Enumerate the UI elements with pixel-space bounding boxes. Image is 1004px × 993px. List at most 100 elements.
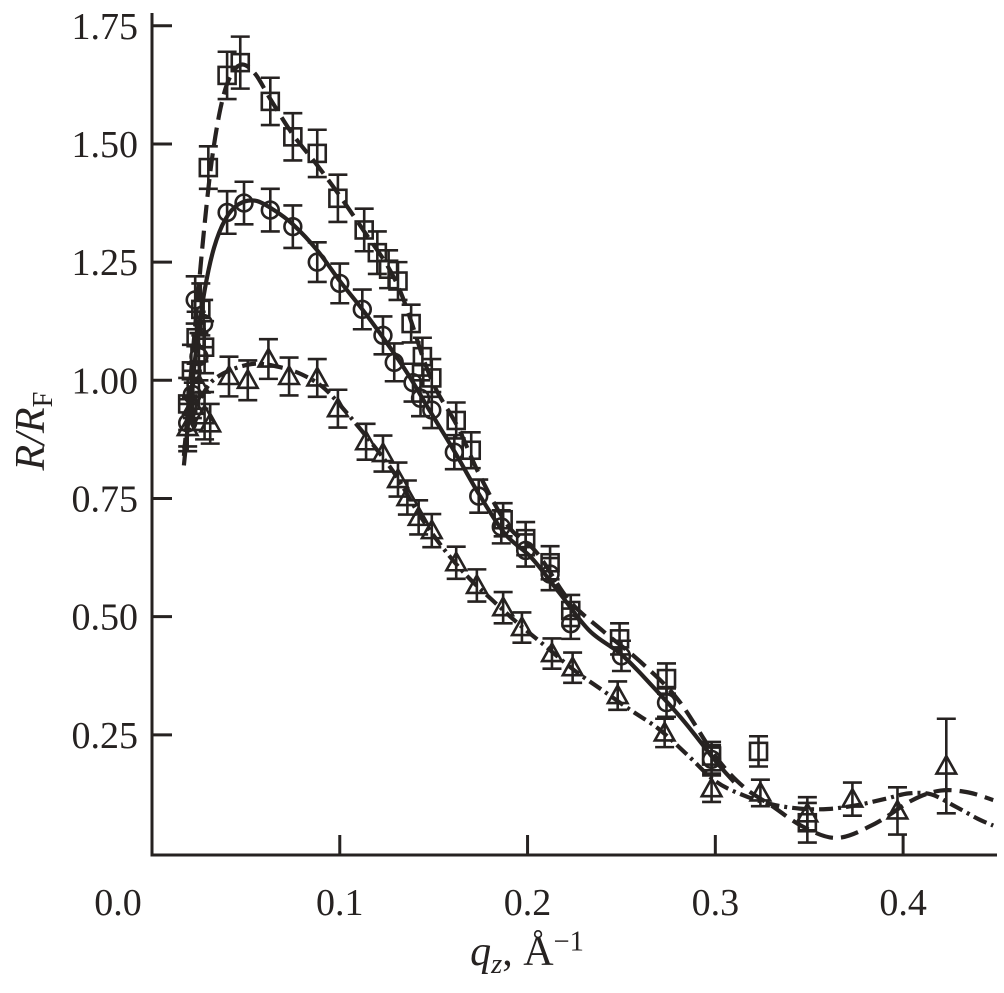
- y-tick-label: 0.50: [72, 597, 139, 639]
- square-marker: [283, 127, 303, 147]
- triangle-marker: [885, 798, 910, 820]
- y-tick-label: 1.50: [72, 124, 139, 166]
- circle-marker: [352, 299, 373, 320]
- square-marker: [198, 157, 219, 178]
- triangle-marker: [216, 363, 242, 386]
- triangle-marker: [175, 414, 200, 437]
- markers-triangles: [175, 346, 959, 823]
- circle-marker: [444, 442, 465, 462]
- triangle-marker: [186, 372, 211, 394]
- triangle-marker: [748, 780, 773, 802]
- triangle-marker: [406, 504, 431, 527]
- triangle-marker: [840, 786, 865, 808]
- x-tick-label: 0.1: [316, 882, 364, 924]
- square-marker: [230, 52, 251, 73]
- square-marker: [748, 741, 769, 762]
- triangle-marker: [354, 429, 379, 451]
- x-tick-label: 0.3: [692, 882, 740, 924]
- square-marker: [560, 600, 581, 621]
- error-bars-squares: [178, 35, 817, 844]
- square-marker: [328, 188, 348, 209]
- x-tick-label: 0.2: [504, 882, 552, 924]
- square-marker: [493, 509, 513, 530]
- triangle-marker: [256, 346, 281, 368]
- triangle-marker: [560, 655, 585, 677]
- square-marker: [194, 337, 215, 358]
- triangle-marker: [699, 776, 724, 798]
- fit-path-triangles: [181, 361, 995, 828]
- circle-marker: [193, 313, 214, 334]
- circle-marker: [611, 646, 632, 666]
- circle-marker: [217, 202, 237, 223]
- triangle-marker: [444, 550, 469, 572]
- square-marker: [307, 143, 328, 164]
- square-marker: [656, 668, 677, 689]
- triangle-marker: [235, 367, 260, 390]
- square-marker: [260, 91, 281, 112]
- triangle-marker: [509, 614, 534, 637]
- x-axis-title-var: q: [470, 929, 492, 975]
- triangle-marker: [305, 365, 330, 387]
- square-marker: [540, 552, 560, 573]
- x-tick-label: 0.4: [879, 882, 927, 924]
- triangle-marker: [491, 595, 516, 617]
- triangle-marker: [652, 720, 677, 742]
- triangle-marker: [934, 753, 959, 775]
- square-marker: [446, 410, 467, 431]
- circle-marker: [185, 290, 205, 310]
- triangle-marker: [795, 801, 820, 823]
- square-marker: [388, 271, 408, 291]
- y-tick-label: 0.25: [72, 715, 139, 757]
- tick-labels: 0.25 0.50 0.75 1.00 1.25 1.50 1.75 0.0 0.1 0.2 0.3…: [72, 6, 927, 924]
- x-tick-label: 0.0: [94, 882, 142, 924]
- triangle-marker: [370, 440, 395, 463]
- markers-circles: [177, 193, 722, 770]
- square-marker: [401, 313, 421, 334]
- y-axis-title: R/RF: [7, 331, 59, 531]
- circle-marker: [384, 352, 404, 373]
- square-marker: [354, 220, 374, 240]
- circle-marker: [469, 486, 489, 506]
- square-marker: [421, 368, 442, 388]
- triangle-marker: [385, 466, 411, 489]
- square-marker: [412, 346, 433, 367]
- circle-marker: [656, 692, 677, 713]
- x-axis-title-sup: −1: [553, 926, 584, 958]
- y-tick-label: 1.25: [72, 242, 139, 284]
- triangle-marker: [325, 395, 350, 418]
- axis-ticks: [152, 24, 905, 855]
- triangle-marker: [198, 411, 223, 433]
- circle-marker: [189, 346, 209, 367]
- fit-path-squares: [181, 62, 994, 841]
- fit-curve-triangles: [181, 361, 995, 828]
- circle-marker: [410, 388, 431, 408]
- circle-marker: [701, 749, 722, 770]
- triangle-marker: [277, 363, 302, 386]
- circle-marker: [561, 614, 581, 634]
- triangle-marker: [605, 682, 630, 705]
- axes: [150, 13, 997, 857]
- y-axis-title-sub: F: [27, 391, 59, 408]
- circle-marker: [307, 252, 327, 272]
- circle-marker: [540, 564, 560, 584]
- circle-marker: [373, 325, 393, 346]
- x-axis-title: qz, Å−1: [352, 928, 702, 982]
- y-tick-label: 1.00: [72, 360, 139, 402]
- y-tick-label: 1.75: [72, 6, 139, 48]
- circle-marker: [491, 517, 511, 537]
- error-bars-circles: [178, 180, 722, 775]
- circle-marker: [515, 540, 536, 561]
- markers-squares: [177, 52, 818, 833]
- triangle-marker: [419, 517, 444, 540]
- y-axis-title-main: R/R: [8, 407, 54, 471]
- triangle-marker: [395, 484, 420, 507]
- square-marker: [191, 299, 211, 320]
- circle-marker: [330, 273, 350, 294]
- circle-marker: [260, 200, 280, 220]
- square-marker: [217, 65, 237, 86]
- triangle-marker: [181, 393, 206, 416]
- x-axis-title-unit: , Å: [502, 929, 554, 975]
- y-tick-label: 0.75: [72, 478, 139, 520]
